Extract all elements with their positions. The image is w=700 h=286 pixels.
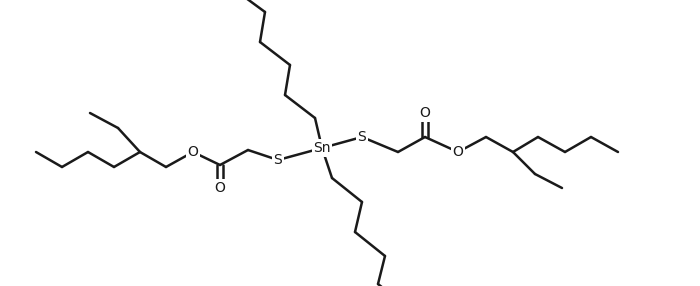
Text: S: S bbox=[274, 153, 282, 167]
Text: O: O bbox=[188, 145, 198, 159]
Text: Sn: Sn bbox=[314, 141, 330, 155]
Text: O: O bbox=[453, 145, 463, 159]
Text: O: O bbox=[215, 181, 225, 195]
Text: S: S bbox=[358, 130, 366, 144]
Text: O: O bbox=[419, 106, 430, 120]
